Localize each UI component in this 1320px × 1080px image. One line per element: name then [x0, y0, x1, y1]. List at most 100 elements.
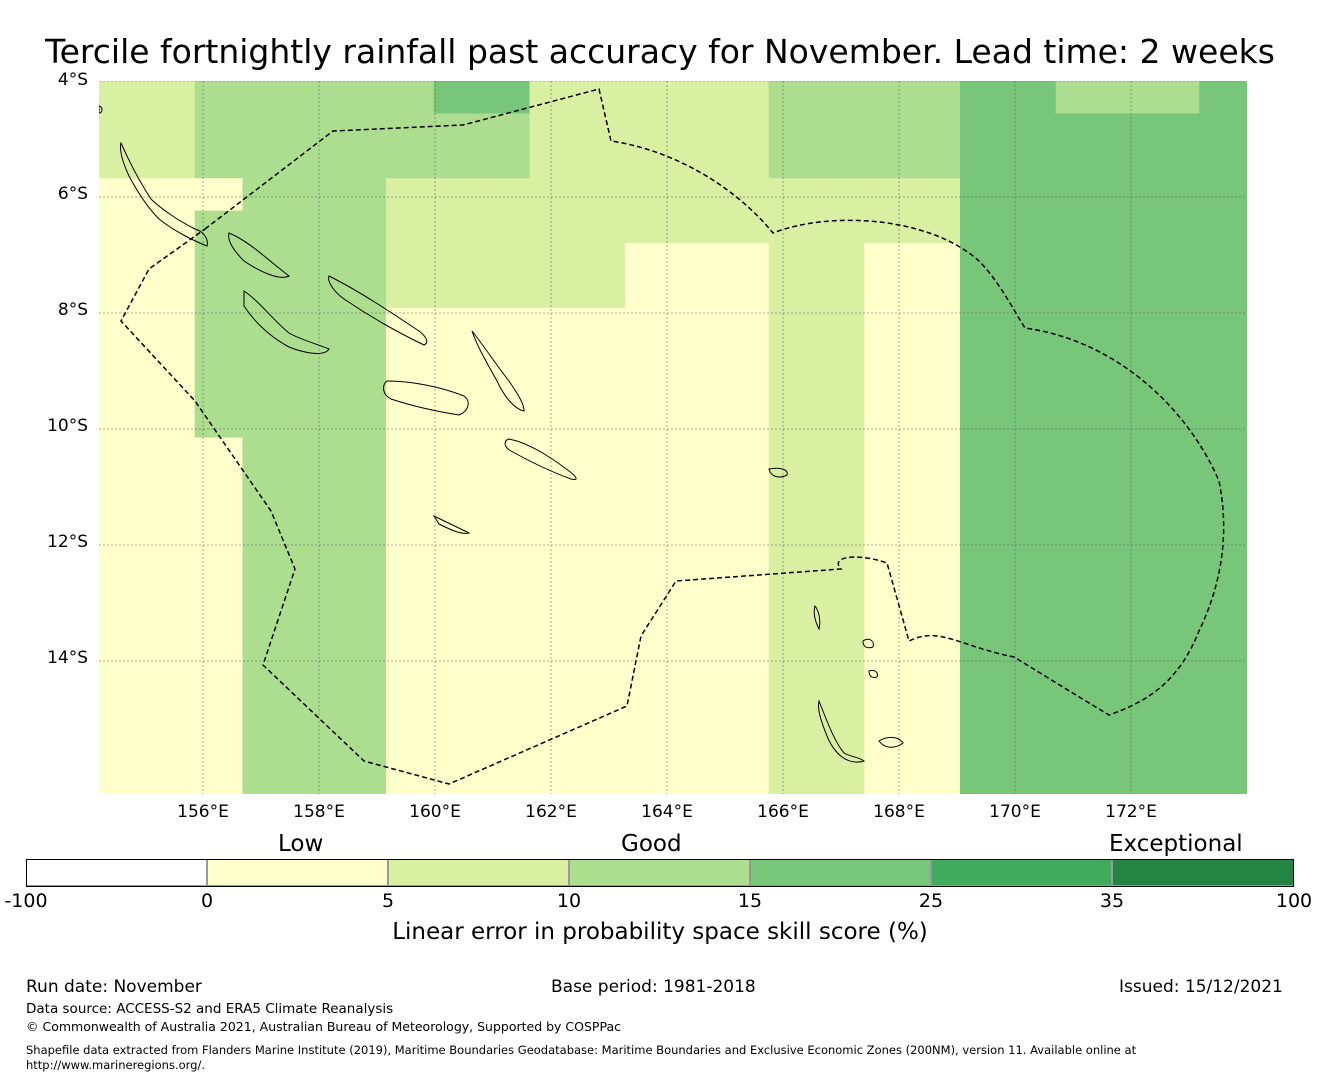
grid-cell [577, 631, 626, 665]
grid-cell [768, 664, 818, 698]
lat-label-4s: 4°S [57, 70, 88, 90]
grid-cell [242, 729, 291, 763]
grid-cell [1199, 113, 1247, 147]
grid-cell [1103, 567, 1152, 601]
grid-cell [673, 696, 722, 730]
grid-cell [673, 761, 722, 794]
grid-cell [481, 210, 531, 244]
grid-cell [529, 761, 578, 794]
grid-cell [864, 275, 913, 309]
grid-cell [529, 81, 578, 115]
shapefile-credit-line1: Shapefile data extracted from Flanders M… [26, 1043, 1137, 1057]
grid-cell [194, 534, 244, 568]
eez-boundary [120, 88, 1225, 785]
copyright: © Commonwealth of Australia 2021, Austra… [26, 1019, 621, 1034]
grid-cell [1103, 145, 1152, 179]
grid-cell [99, 307, 148, 341]
grid-cell [864, 664, 913, 698]
grid-cell [99, 567, 148, 601]
grid-cell [481, 372, 531, 406]
grid-cell [625, 599, 674, 633]
grid-cell [816, 664, 865, 698]
grid-cell [768, 696, 818, 730]
grid-cell [1199, 469, 1247, 503]
colorbar-box-5 [931, 859, 1112, 886]
malaita-island [471, 330, 525, 412]
grid-cell [673, 664, 722, 698]
grid-cell [816, 502, 865, 536]
grid-cell [1055, 243, 1105, 277]
grid-cell [768, 502, 818, 536]
grid-cell [1151, 599, 1200, 633]
grid-cell [1007, 599, 1057, 633]
espiritu-santo-island [818, 699, 866, 763]
grid-cell [290, 502, 339, 536]
grid-cell [1055, 340, 1105, 374]
lon-label-166e: 166°E [757, 802, 809, 822]
grid-cell [673, 243, 722, 277]
grid-cell [720, 567, 770, 601]
grid-cell [720, 405, 770, 439]
grid-cell [290, 372, 339, 406]
grid-cell [146, 178, 196, 212]
grid-cell [577, 437, 626, 471]
grid-cell [481, 81, 531, 115]
grid-cell [386, 664, 435, 698]
grid-cell [386, 340, 435, 374]
grid-cell [194, 567, 244, 601]
grid-cell [386, 405, 435, 439]
grid-cell [290, 210, 339, 244]
grid-cell [99, 696, 148, 730]
grid-cell [99, 340, 148, 374]
grid-cell [481, 664, 531, 698]
grid-cell [960, 243, 1009, 277]
makira-island [504, 438, 577, 480]
grid-cell [960, 307, 1009, 341]
grid-cell [433, 664, 483, 698]
grid-cell [577, 275, 626, 309]
new-georgia-islands [243, 290, 330, 354]
grid-cell [1199, 761, 1247, 794]
grid-cell [481, 178, 531, 212]
grid-cell [99, 502, 148, 536]
grid-cell [386, 696, 435, 730]
grid-cell [338, 113, 387, 147]
grid-cell [960, 599, 1009, 633]
grid-cell [912, 534, 961, 568]
grid-cell [1103, 469, 1152, 503]
grid-cell [864, 210, 913, 244]
grid-cell [1103, 210, 1152, 244]
grid-cell [864, 469, 913, 503]
grid-cell [768, 243, 818, 277]
grid-cell [481, 599, 531, 633]
grid-cell [242, 340, 291, 374]
grid-cell [242, 405, 291, 439]
grid-cell [720, 696, 770, 730]
grid-cell [912, 81, 961, 115]
grid-cell [1103, 243, 1152, 277]
colorbar-tick-15: 15 [737, 890, 763, 912]
grid-cell [146, 761, 196, 794]
grid-cell [99, 113, 148, 147]
lon-label-168e: 168°E [873, 802, 925, 822]
grid-cell [1055, 113, 1105, 147]
lat-label-10s: 10°S [47, 416, 88, 436]
grid-cell [338, 631, 387, 665]
grid-cell [577, 113, 626, 147]
grid-cell [338, 243, 387, 277]
grid-cell [290, 178, 339, 212]
grid-cell [146, 81, 196, 115]
grid-cell [290, 469, 339, 503]
grid-cell [146, 275, 196, 309]
grid-cell [816, 243, 865, 277]
grid-cell [1151, 113, 1200, 147]
grid-cell [1199, 340, 1247, 374]
category-exceptional: Exceptional [1109, 831, 1243, 857]
grid-cell [1007, 631, 1057, 665]
grid-cell [673, 437, 722, 471]
grid-cell [960, 469, 1009, 503]
grid-cell [290, 145, 339, 179]
grid-cell [481, 113, 531, 147]
grid-cell [912, 405, 961, 439]
base-period: Base period: 1981-2018 [551, 977, 756, 997]
